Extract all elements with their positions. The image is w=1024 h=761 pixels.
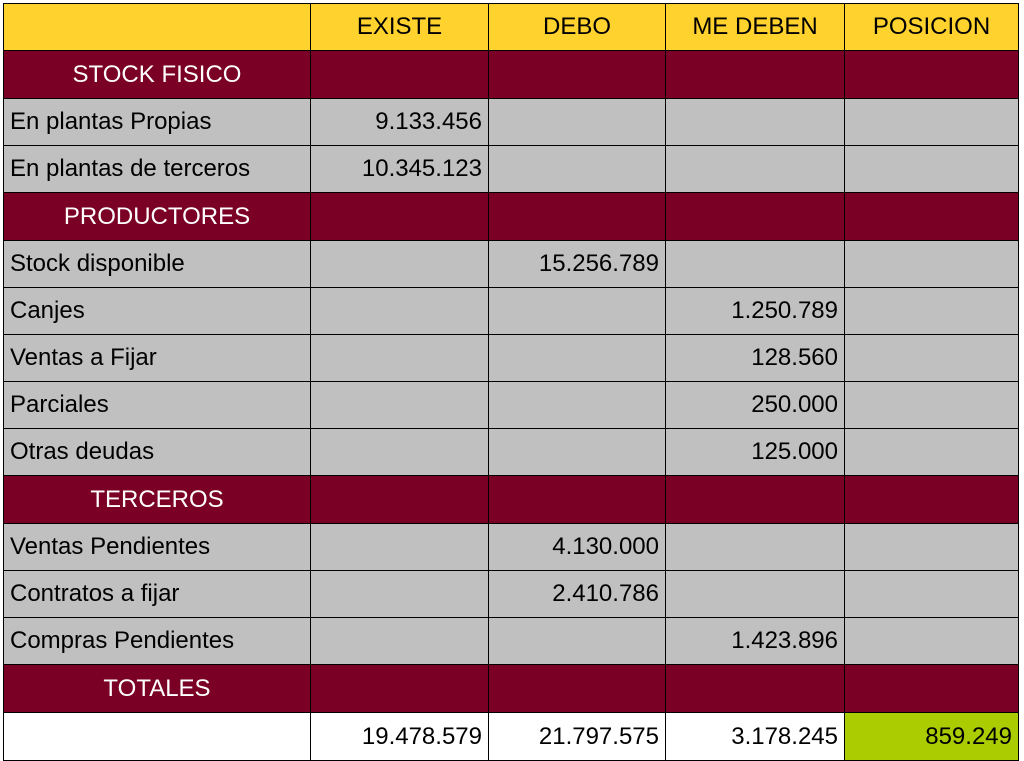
header-debo[interactable]: DEBO (488, 3, 666, 51)
table-row: Ventas Pendientes 4.130.000 (3, 523, 1019, 571)
row-label[interactable]: Contratos a fijar (3, 570, 311, 618)
cell-me-deben[interactable] (665, 98, 845, 146)
cell-me-deben[interactable]: 1.250.789 (665, 287, 845, 335)
section-empty-cell[interactable] (665, 50, 845, 99)
section-empty-cell[interactable] (665, 192, 845, 241)
cell-debo[interactable]: 2.410.786 (488, 570, 666, 618)
cell-existe[interactable] (310, 334, 489, 382)
cell-posicion[interactable] (844, 287, 1019, 335)
cell-posicion[interactable] (844, 334, 1019, 382)
totals-label-cell[interactable] (3, 712, 311, 761)
section-empty-cell[interactable] (488, 664, 666, 713)
cell-posicion[interactable] (844, 98, 1019, 146)
cell-debo[interactable] (488, 334, 666, 382)
total-posicion[interactable]: 859.249 (844, 712, 1019, 761)
table-row: En plantas Propias 9.133.456 (3, 98, 1019, 146)
table-row: Ventas a Fijar 128.560 (3, 334, 1019, 382)
section-empty-cell[interactable] (844, 50, 1019, 99)
section-title[interactable]: STOCK FISICO (3, 50, 311, 99)
cell-posicion[interactable] (844, 381, 1019, 429)
cell-posicion[interactable] (844, 240, 1019, 288)
table-row: Canjes 1.250.789 (3, 287, 1019, 335)
row-label[interactable]: En plantas Propias (3, 98, 311, 146)
cell-posicion[interactable] (844, 428, 1019, 476)
cell-me-deben[interactable]: 250.000 (665, 381, 845, 429)
cell-existe[interactable]: 9.133.456 (310, 98, 489, 146)
row-label[interactable]: Stock disponible (3, 240, 311, 288)
total-me-deben[interactable]: 3.178.245 (665, 712, 845, 761)
cell-existe[interactable] (310, 240, 489, 288)
cell-me-deben[interactable] (665, 240, 845, 288)
cell-posicion[interactable] (844, 570, 1019, 618)
cell-existe[interactable] (310, 428, 489, 476)
section-header-row: STOCK FISICO (3, 50, 1019, 99)
cell-existe[interactable]: 10.345.123 (310, 145, 489, 193)
cell-debo[interactable] (488, 428, 666, 476)
section-empty-cell[interactable] (844, 664, 1019, 713)
cell-debo[interactable]: 4.130.000 (488, 523, 666, 571)
totals-row: 19.478.579 21.797.575 3.178.245 859.249 (3, 712, 1019, 761)
section-header-row: PRODUCTORES (3, 192, 1019, 241)
table-row: Otras deudas 125.000 (3, 428, 1019, 476)
section-empty-cell[interactable] (844, 192, 1019, 241)
table-row: Contratos a fijar 2.410.786 (3, 570, 1019, 618)
cell-existe[interactable] (310, 287, 489, 335)
section-empty-cell[interactable] (488, 50, 666, 99)
cell-existe[interactable] (310, 523, 489, 571)
section-title[interactable]: TERCEROS (3, 475, 311, 524)
position-table: EXISTE DEBO ME DEBEN POSICION STOCK FISI… (3, 3, 1019, 761)
row-label[interactable]: En plantas de terceros (3, 145, 311, 193)
cell-me-deben[interactable]: 125.000 (665, 428, 845, 476)
header-me-deben[interactable]: ME DEBEN (665, 3, 845, 51)
table-body: EXISTE DEBO ME DEBEN POSICION STOCK FISI… (3, 3, 1019, 761)
row-label[interactable]: Ventas Pendientes (3, 523, 311, 571)
cell-existe[interactable] (310, 381, 489, 429)
cell-debo[interactable] (488, 287, 666, 335)
section-empty-cell[interactable] (488, 475, 666, 524)
cell-posicion[interactable] (844, 145, 1019, 193)
cell-debo[interactable]: 15.256.789 (488, 240, 666, 288)
cell-me-deben[interactable] (665, 570, 845, 618)
header-existe[interactable]: EXISTE (310, 3, 489, 51)
row-label[interactable]: Ventas a Fijar (3, 334, 311, 382)
section-empty-cell[interactable] (665, 475, 845, 524)
section-empty-cell[interactable] (310, 192, 489, 241)
row-label[interactable]: Compras Pendientes (3, 617, 311, 665)
section-empty-cell[interactable] (310, 50, 489, 99)
cell-debo[interactable] (488, 381, 666, 429)
cell-me-deben[interactable]: 128.560 (665, 334, 845, 382)
cell-existe[interactable] (310, 570, 489, 618)
section-header-row: TERCEROS (3, 475, 1019, 524)
cell-me-deben[interactable] (665, 523, 845, 571)
cell-debo[interactable] (488, 98, 666, 146)
cell-debo[interactable] (488, 617, 666, 665)
row-label[interactable]: Parciales (3, 381, 311, 429)
section-empty-cell[interactable] (310, 664, 489, 713)
table-row: Parciales 250.000 (3, 381, 1019, 429)
cell-me-deben[interactable]: 1.423.896 (665, 617, 845, 665)
cell-me-deben[interactable] (665, 145, 845, 193)
totals-title[interactable]: TOTALES (3, 664, 311, 713)
table-row: Stock disponible 15.256.789 (3, 240, 1019, 288)
row-label[interactable]: Canjes (3, 287, 311, 335)
cell-posicion[interactable] (844, 617, 1019, 665)
header-posicion[interactable]: POSICION (844, 3, 1019, 51)
total-existe[interactable]: 19.478.579 (310, 712, 489, 761)
section-empty-cell[interactable] (844, 475, 1019, 524)
cell-posicion[interactable] (844, 523, 1019, 571)
section-empty-cell[interactable] (488, 192, 666, 241)
cell-debo[interactable] (488, 145, 666, 193)
cell-existe[interactable] (310, 617, 489, 665)
section-title[interactable]: PRODUCTORES (3, 192, 311, 241)
header-cell-label[interactable] (3, 3, 311, 51)
table-row: Compras Pendientes 1.423.896 (3, 617, 1019, 665)
section-empty-cell[interactable] (310, 475, 489, 524)
section-empty-cell[interactable] (665, 664, 845, 713)
total-debo[interactable]: 21.797.575 (488, 712, 666, 761)
header-row: EXISTE DEBO ME DEBEN POSICION (3, 3, 1019, 51)
row-label[interactable]: Otras deudas (3, 428, 311, 476)
table-row: En plantas de terceros 10.345.123 (3, 145, 1019, 193)
totals-header-row: TOTALES (3, 664, 1019, 713)
